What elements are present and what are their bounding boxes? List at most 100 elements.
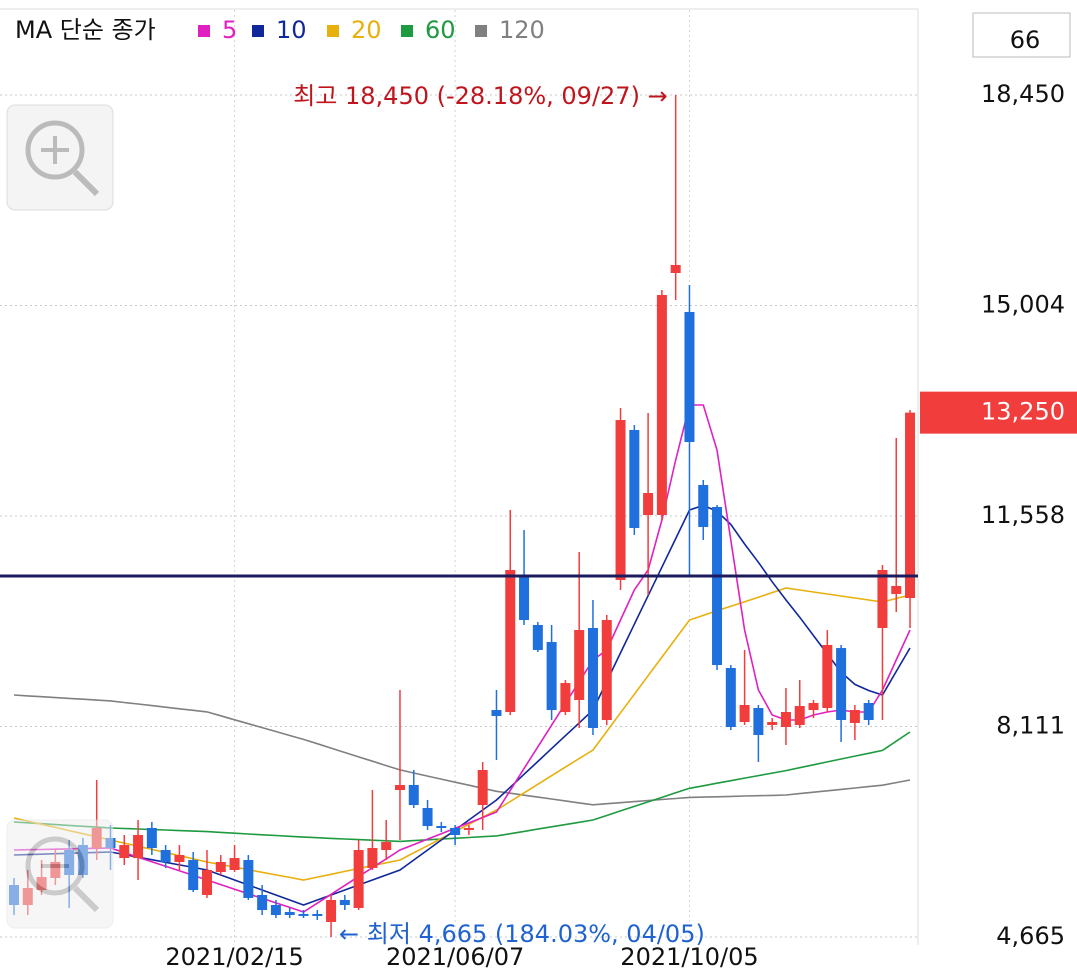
candle-body bbox=[670, 265, 681, 274]
candle-body bbox=[712, 507, 723, 666]
candle-body bbox=[505, 569, 516, 712]
candle-body bbox=[284, 912, 295, 916]
zoom-icon bbox=[72, 169, 100, 197]
x-tick-label: 2021/10/05 bbox=[620, 943, 758, 971]
zoom-icon bbox=[25, 836, 85, 896]
zoom-icon bbox=[25, 120, 85, 180]
ma-line bbox=[13, 731, 911, 843]
ma-line bbox=[13, 694, 911, 806]
y-tick-label: 4,665 bbox=[996, 922, 1065, 950]
legend-label: 120 bbox=[499, 16, 545, 44]
x-tick-label: 2021/06/07 bbox=[386, 943, 524, 971]
legend-swatch bbox=[475, 25, 487, 37]
candle-body bbox=[408, 784, 419, 806]
candle-body bbox=[146, 827, 157, 849]
candle-body bbox=[394, 784, 405, 790]
candle-body bbox=[463, 827, 474, 830]
max-annotation: 최고 18,450 (-28.18%, 09/27) → bbox=[293, 82, 667, 110]
candle-body bbox=[436, 826, 447, 829]
candle-body bbox=[519, 576, 530, 620]
zoom-button-bg[interactable] bbox=[6, 104, 114, 211]
zoom-out-button[interactable] bbox=[6, 819, 114, 929]
legend-swatch bbox=[198, 25, 210, 37]
candle-body bbox=[863, 703, 874, 720]
candle-body bbox=[174, 855, 185, 862]
candle-body bbox=[215, 861, 226, 873]
candle-body bbox=[684, 311, 695, 443]
candle-body bbox=[119, 845, 130, 859]
candle-body bbox=[339, 899, 350, 905]
zoom-icon bbox=[72, 885, 100, 913]
y-tick-label: 11,558 bbox=[981, 501, 1065, 529]
candle-body bbox=[229, 858, 240, 870]
min-annotation: ← 최저 4,665 (184.03%, 04/05) bbox=[339, 920, 705, 948]
legend-title: MA 단순 종가 bbox=[15, 16, 156, 44]
candle-body bbox=[753, 708, 764, 736]
zoom-button-bg[interactable] bbox=[6, 819, 114, 929]
candle-body bbox=[270, 904, 281, 916]
ma-line bbox=[13, 404, 911, 913]
candle-body bbox=[243, 859, 254, 898]
legend-label: 60 bbox=[425, 16, 456, 44]
candle-body bbox=[298, 913, 309, 916]
candle-body bbox=[201, 869, 212, 895]
candle-body bbox=[160, 850, 171, 862]
candle-body bbox=[353, 850, 364, 908]
candle-body bbox=[836, 648, 847, 720]
y-tick-label: 15,004 bbox=[981, 291, 1065, 319]
candle-body bbox=[532, 625, 543, 650]
candle-body bbox=[643, 493, 654, 516]
x-tick-label: 2021/02/15 bbox=[165, 943, 303, 971]
count-label: 66 bbox=[1010, 26, 1041, 54]
legend-label: 5 bbox=[222, 16, 237, 44]
candle-body bbox=[822, 644, 833, 709]
candle-body bbox=[615, 420, 626, 580]
candle-body bbox=[491, 710, 502, 717]
count-box bbox=[972, 12, 1071, 58]
candle-body bbox=[767, 721, 778, 725]
candle-body bbox=[422, 807, 433, 827]
candle-body bbox=[794, 705, 805, 725]
candle-body bbox=[739, 705, 750, 722]
moving-averages bbox=[13, 404, 911, 913]
candle-body bbox=[725, 668, 736, 728]
candle-body bbox=[698, 485, 709, 527]
y-tick-label: 18,450 bbox=[981, 80, 1065, 108]
candle-body bbox=[560, 683, 571, 712]
candle-body bbox=[574, 630, 585, 701]
candle-body bbox=[877, 569, 888, 628]
candle-body bbox=[905, 412, 916, 599]
candle-body bbox=[546, 641, 557, 711]
current-price-label: 13,250 bbox=[981, 398, 1065, 426]
candle-body bbox=[133, 834, 144, 859]
current-price-tag bbox=[920, 391, 1077, 434]
legend-swatch bbox=[401, 25, 413, 37]
candle-body bbox=[629, 429, 640, 529]
legend-label: 20 bbox=[351, 16, 382, 44]
candle-body bbox=[780, 711, 791, 728]
candle-body bbox=[808, 703, 819, 711]
candle-body bbox=[477, 770, 488, 806]
candle-body bbox=[601, 619, 612, 720]
candle-body bbox=[381, 842, 392, 851]
candle-body bbox=[188, 859, 199, 891]
legend-label: 10 bbox=[276, 16, 307, 44]
candle-body bbox=[656, 294, 667, 516]
y-tick-label: 8,111 bbox=[996, 712, 1065, 740]
candle-body bbox=[587, 627, 598, 728]
candle-body bbox=[257, 894, 268, 911]
zoom-in-button[interactable] bbox=[6, 104, 114, 211]
candle-body bbox=[450, 827, 461, 835]
candle-body bbox=[891, 585, 902, 594]
candle-body bbox=[849, 710, 860, 723]
legend-swatch bbox=[252, 25, 264, 37]
grid: 18,450 15,004 11,558 8,111 4,665 2021/02/15 20… bbox=[0, 10, 1065, 971]
legend: 5 10 20 60 120 bbox=[198, 16, 545, 44]
candle-body bbox=[367, 848, 378, 868]
candle-body bbox=[312, 913, 323, 916]
candle-body bbox=[326, 899, 337, 922]
overlay: 13,250 최고 18,450 (-28.18%, 09/27) → ← 최저 4… bbox=[0, 82, 1077, 948]
legend-swatch bbox=[327, 25, 339, 37]
